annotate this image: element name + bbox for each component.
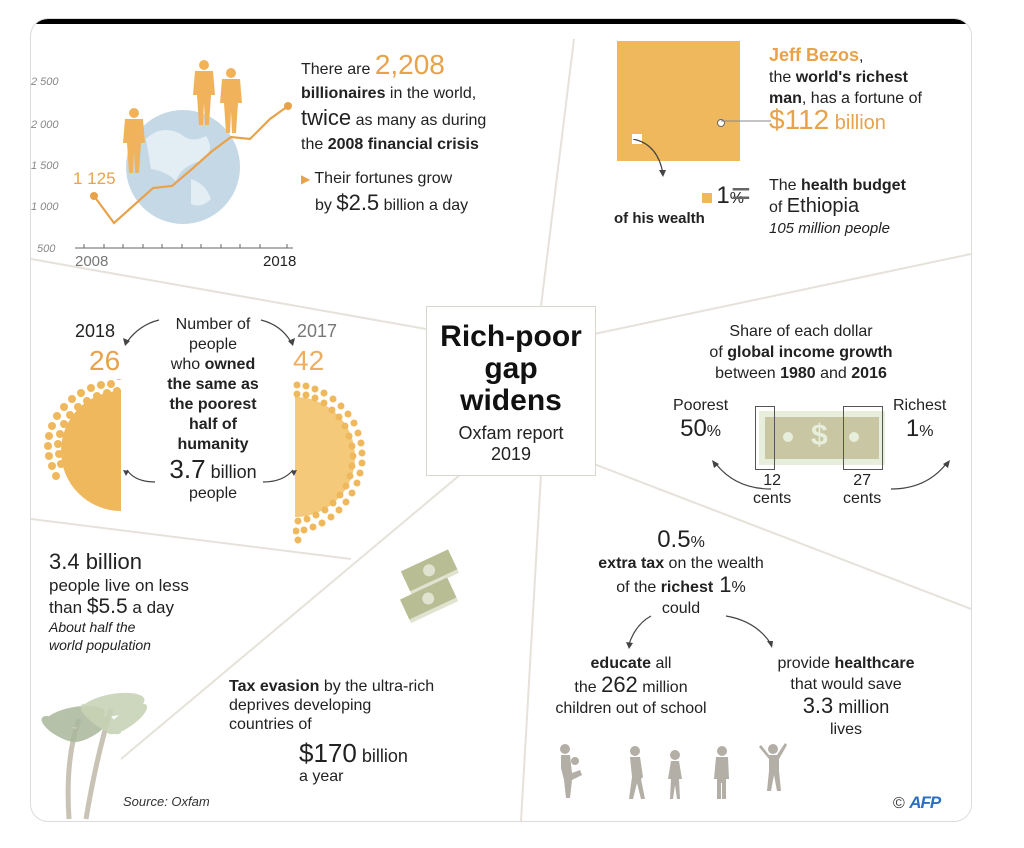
billionaire-count: 2,208 — [374, 49, 445, 80]
dollar-bill-icon: $ — [755, 406, 885, 470]
ethiopia-text: The health budget of Ethiopia 105 millio… — [769, 177, 906, 237]
start-value-label: 1 125 — [73, 169, 116, 188]
one-percent-square — [632, 134, 642, 144]
leader-dot — [717, 119, 725, 127]
title-box: Rich-poor gap widens Oxfam report 2019 — [426, 306, 596, 476]
income-growth-title: Share of each dollar of global income gr… — [709, 323, 893, 382]
year-2017-label: 2017 — [297, 321, 338, 341]
equals-sign: = — [731, 175, 751, 213]
year-2018-label: 2018 — [75, 321, 116, 341]
infographic-card: 2 500 2 000 1 500 1 000 500 2008 2018 1 — [30, 18, 972, 822]
children-silhouettes-icon — [560, 743, 787, 799]
healthcare-text: provide healthcare that would save 3.3 m… — [777, 655, 915, 738]
page-subtitle: Oxfam report 2019 — [458, 423, 564, 464]
svg-text:1 000: 1 000 — [31, 201, 59, 213]
half-circle-2017 — [293, 381, 366, 544]
richest-label: Richest 1% — [893, 397, 947, 442]
bezos-text: Jeff Bezos, the world's richest man, has… — [769, 45, 922, 135]
svg-text:1 500: 1 500 — [31, 160, 59, 172]
poorest-cents: 12 cents — [753, 472, 792, 507]
page-title: Rich-poor gap widens — [440, 320, 582, 417]
copyright-label: © AFP — [893, 793, 941, 812]
poorest-label: Poorest 50% — [673, 397, 729, 442]
arrows-icon — [123, 319, 297, 483]
bezos-fortune-value: $112 — [769, 104, 830, 135]
leader-line — [721, 120, 771, 122]
tax-evasion-text: Tax evasion by the ultra-rich deprives d… — [229, 678, 435, 785]
billionaires-line-chart: 2 500 2 000 1 500 1 000 500 2008 2018 1 — [31, 60, 296, 269]
x-label-end: 2018 — [263, 253, 296, 269]
svg-text:2 000: 2 000 — [31, 119, 59, 131]
globe-icon — [126, 110, 240, 224]
svg-text:500: 500 — [37, 243, 56, 255]
billionaires-text: There are 2,208 billionaires in the worl… — [301, 49, 487, 215]
poorest-half-description: Number of people who owned the same as t… — [167, 316, 259, 502]
education-text: educate all the 262 million children out… — [555, 655, 707, 717]
x-label-start: 2008 — [75, 253, 108, 269]
afp-logo: AFP — [909, 793, 941, 812]
cents-arrows — [712, 460, 950, 490]
small-square-icon — [702, 193, 713, 203]
arrow-icon — [632, 139, 666, 177]
richest-share-bracket — [843, 406, 883, 470]
one-percent-label: 1% of his wealth — [614, 182, 744, 227]
bullet-icon: ▶ — [301, 172, 311, 186]
poorest-share-bracket — [755, 406, 775, 470]
richest-cents: 27 cents — [843, 472, 882, 507]
dollar-sign: $ — [811, 419, 828, 452]
top-bar — [31, 19, 971, 24]
poverty-text: 3.4 billion people live on less than $5.… — [49, 549, 189, 653]
palm-trees-icon — [41, 692, 148, 820]
extra-tax-text: 0.5% extra tax on the wealth of the rich… — [598, 526, 764, 618]
bezos-fortune-square — [617, 41, 740, 161]
y-axis: 2 500 2 000 1 500 1 000 500 — [31, 76, 59, 255]
count-2017: 42 — [293, 345, 325, 376]
businessmen-icon — [123, 60, 242, 173]
count-2018: 26 — [89, 345, 121, 376]
money-stack-icon — [400, 549, 459, 624]
half-circle-2018 — [44, 379, 122, 511]
svg-text:2 500: 2 500 — [31, 76, 59, 88]
x-axis — [75, 244, 293, 249]
section-dividers — [31, 38, 971, 821]
tax-arrows — [626, 615, 773, 649]
source-label: Source: Oxfam — [123, 794, 210, 809]
billionaires-line — [93, 105, 289, 225]
